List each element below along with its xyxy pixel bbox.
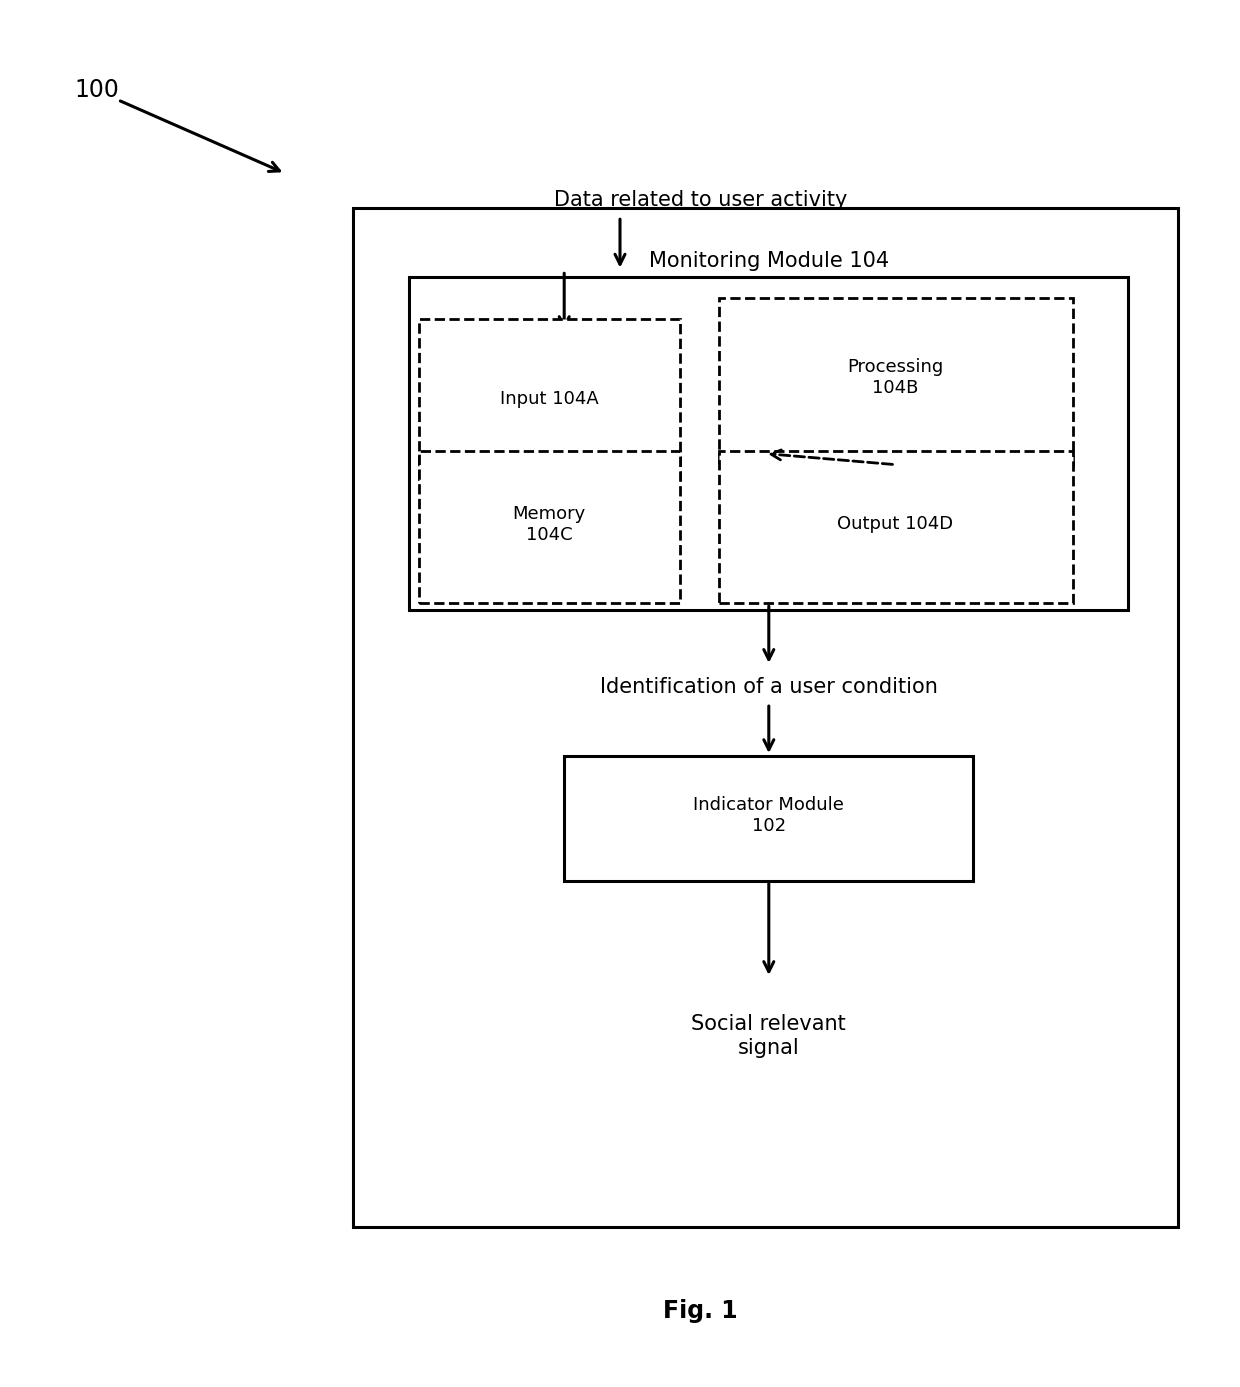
Text: Input 104A: Input 104A [500, 391, 599, 408]
Text: Identification of a user condition: Identification of a user condition [600, 677, 937, 696]
Text: Data related to user activity: Data related to user activity [554, 190, 847, 209]
Bar [353, 208, 1178, 1227]
Text: Monitoring Module 104: Monitoring Module 104 [649, 251, 889, 270]
Text: Memory
104C: Memory 104C [512, 505, 587, 544]
Text: Processing
104B: Processing 104B [847, 358, 944, 397]
Text: Output 104D: Output 104D [837, 516, 954, 533]
Bar [564, 756, 973, 881]
Bar [419, 451, 680, 603]
Text: Social relevant
signal: Social relevant signal [692, 1014, 846, 1058]
Text: 100: 100 [74, 78, 119, 103]
Text: Indicator Module
102: Indicator Module 102 [693, 796, 844, 835]
Bar [719, 451, 1073, 603]
Bar [409, 277, 1128, 610]
Bar [719, 298, 1073, 465]
Bar [419, 319, 680, 485]
Text: Fig. 1: Fig. 1 [663, 1298, 738, 1323]
